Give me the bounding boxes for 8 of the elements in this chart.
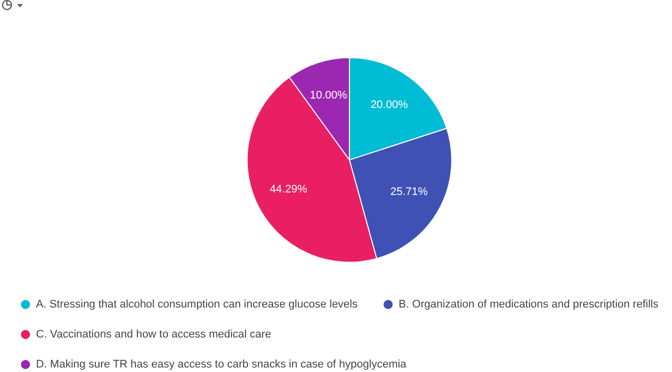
data-label: 44.29% bbox=[270, 183, 308, 196]
legend-label: A. Stressing that alcohol consumption can increase glucose levels bbox=[36, 298, 358, 310]
data-label: 10.00% bbox=[310, 90, 348, 102]
legend-label: B. Organization of medications and prescription refills bbox=[398, 298, 659, 310]
legend-label: C. Vaccinations and how to access medical care bbox=[36, 328, 272, 340]
data-label: 20.00% bbox=[370, 99, 408, 112]
data-label: 25.71% bbox=[390, 186, 428, 198]
legend-label: D. Making sure TR has easy access to carb snacks in case of hypoglycemia bbox=[36, 358, 408, 370]
